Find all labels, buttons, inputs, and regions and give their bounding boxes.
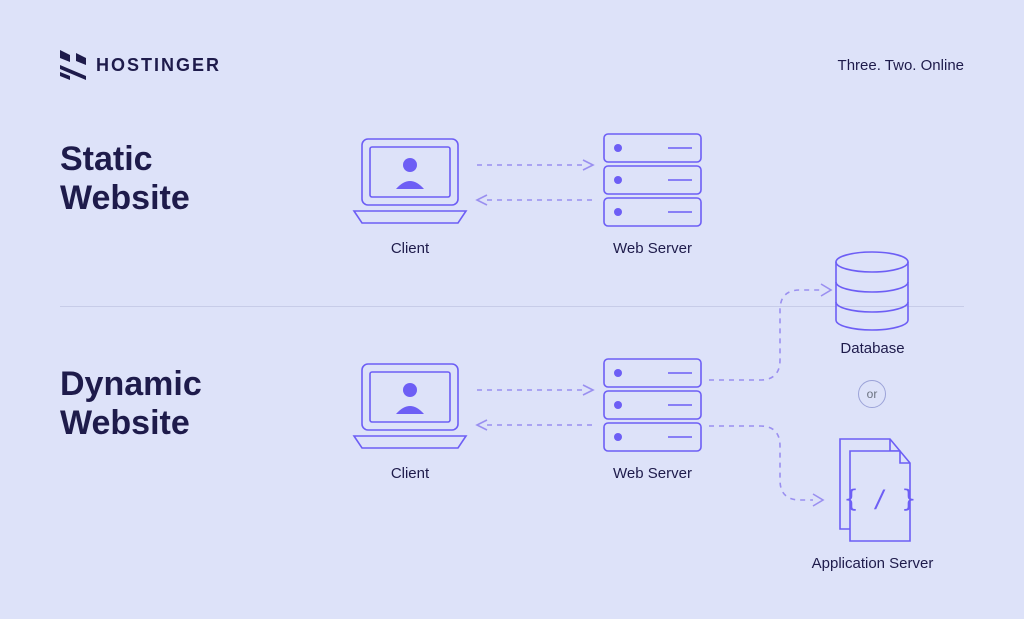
or-label: or — [867, 387, 878, 401]
dynamic-arrow-response — [475, 418, 595, 432]
dynamic-title: Dynamic Website — [60, 365, 202, 443]
tagline: Three. Two. Online — [838, 57, 964, 74]
connector-to-database — [705, 280, 835, 390]
static-title: Static Website — [60, 140, 190, 218]
static-title-line1: Static — [60, 140, 153, 178]
or-badge: or — [858, 380, 886, 408]
client-laptop-icon — [350, 360, 470, 455]
static-arrow-request — [475, 158, 595, 172]
dynamic-title-line1: Dynamic — [60, 365, 202, 403]
web-server-icon — [600, 130, 705, 230]
hostinger-logo-icon — [60, 50, 86, 80]
static-arrow-response — [475, 193, 595, 207]
dynamic-server-label: Web Server — [600, 465, 705, 482]
client-laptop-icon — [350, 135, 470, 230]
connector-to-app-server — [705, 420, 835, 510]
dynamic-title-line2: Website — [60, 404, 190, 442]
static-client-label: Client — [350, 240, 470, 257]
app-server-label: Application Server — [800, 555, 945, 572]
static-server-label: Web Server — [600, 240, 705, 257]
application-server-icon: { / } — [820, 435, 920, 545]
dynamic-arrow-request — [475, 383, 595, 397]
header: HOSTINGER Three. Two. Online — [60, 50, 964, 80]
brand: HOSTINGER — [60, 50, 221, 80]
static-title-line2: Website — [60, 179, 190, 217]
brand-name: HOSTINGER — [96, 55, 221, 76]
database-icon — [830, 250, 915, 332]
dynamic-client-label: Client — [350, 465, 470, 482]
svg-text:{ / }: { / } — [844, 485, 916, 513]
web-server-icon — [600, 355, 705, 455]
